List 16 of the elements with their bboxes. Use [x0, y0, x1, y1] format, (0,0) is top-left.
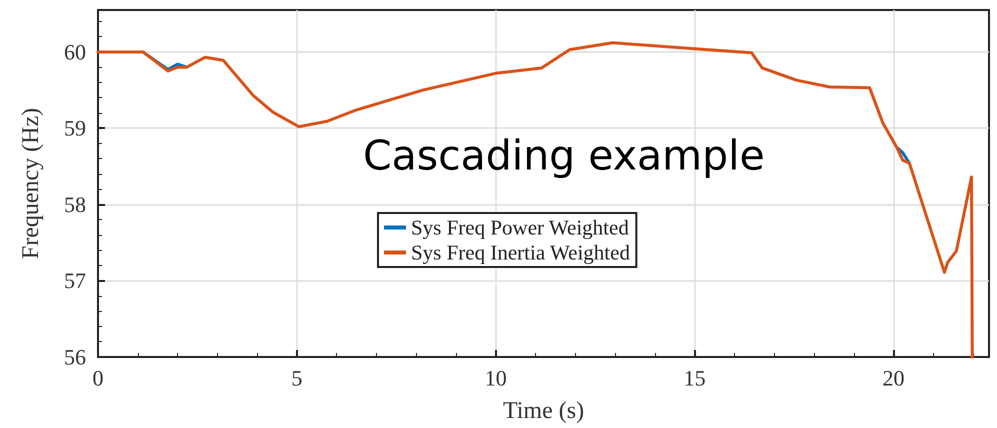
y-tick-label: 56	[64, 344, 86, 370]
x-tick-label: 0	[92, 366, 104, 390]
annotation: Cascading example	[363, 132, 765, 180]
line-series	[96, 41, 974, 358]
x-tick-label: 5	[291, 366, 302, 390]
x-tick-label: 15	[684, 366, 706, 390]
y-tick-label: 58	[64, 192, 86, 217]
y-tick-label: 60	[64, 39, 86, 64]
y-axis-title: Frequency (Hz)	[18, 108, 44, 260]
legend-label: Sys Freq Power Weighted	[411, 216, 630, 240]
x-axis-title: Time (s)	[502, 398, 584, 424]
y-tick-label: 59	[64, 116, 86, 141]
x-tick-label: 10	[484, 366, 507, 390]
y-tick-label: 57	[64, 268, 86, 294]
x-tick-label: 20	[882, 366, 905, 390]
legend-label: Sys Freq Inertia Weighted	[411, 240, 630, 264]
